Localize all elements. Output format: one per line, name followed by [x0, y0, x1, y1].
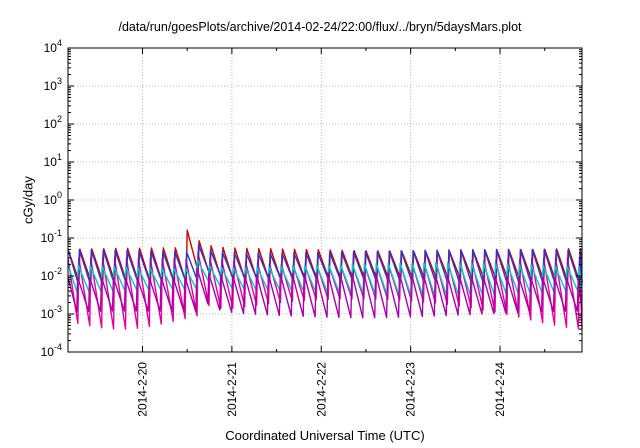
y-tick-label: 102	[44, 114, 62, 131]
y-tick-label: 10-4	[41, 342, 62, 359]
y-tick-label: 103	[44, 76, 62, 93]
tick-labels: 104 103 102 101 100 10-1 10-2 10-3 10-4 2014-2-20…	[41, 38, 507, 417]
y-tick-label: 10-3	[41, 304, 62, 321]
y-tick-label: 10-2	[41, 266, 62, 283]
tick-marks	[68, 47, 582, 353]
y-tick-label: 10-1	[41, 228, 62, 245]
chart-title: /data/run/goesPlots/archive/2014-02-24/2…	[118, 20, 522, 34]
y-tick-label: 100	[44, 190, 62, 207]
series-line-5	[67, 267, 583, 319]
y-tick-label: 104	[44, 38, 62, 55]
x-axis-label: Coordinated Universal Time (UTC)	[225, 428, 425, 443]
x-tick-label: 2014-2-22	[314, 362, 328, 417]
x-tick-label: 2014-2-24	[493, 362, 507, 417]
x-tick-label: 2014-2-21	[225, 362, 239, 417]
y-tick-label: 101	[44, 152, 62, 169]
x-tick-label: 2014-2-23	[404, 362, 418, 417]
series-line-2	[67, 251, 583, 330]
x-tick-label: 2014-2-20	[135, 362, 149, 417]
series-layer	[67, 229, 583, 330]
